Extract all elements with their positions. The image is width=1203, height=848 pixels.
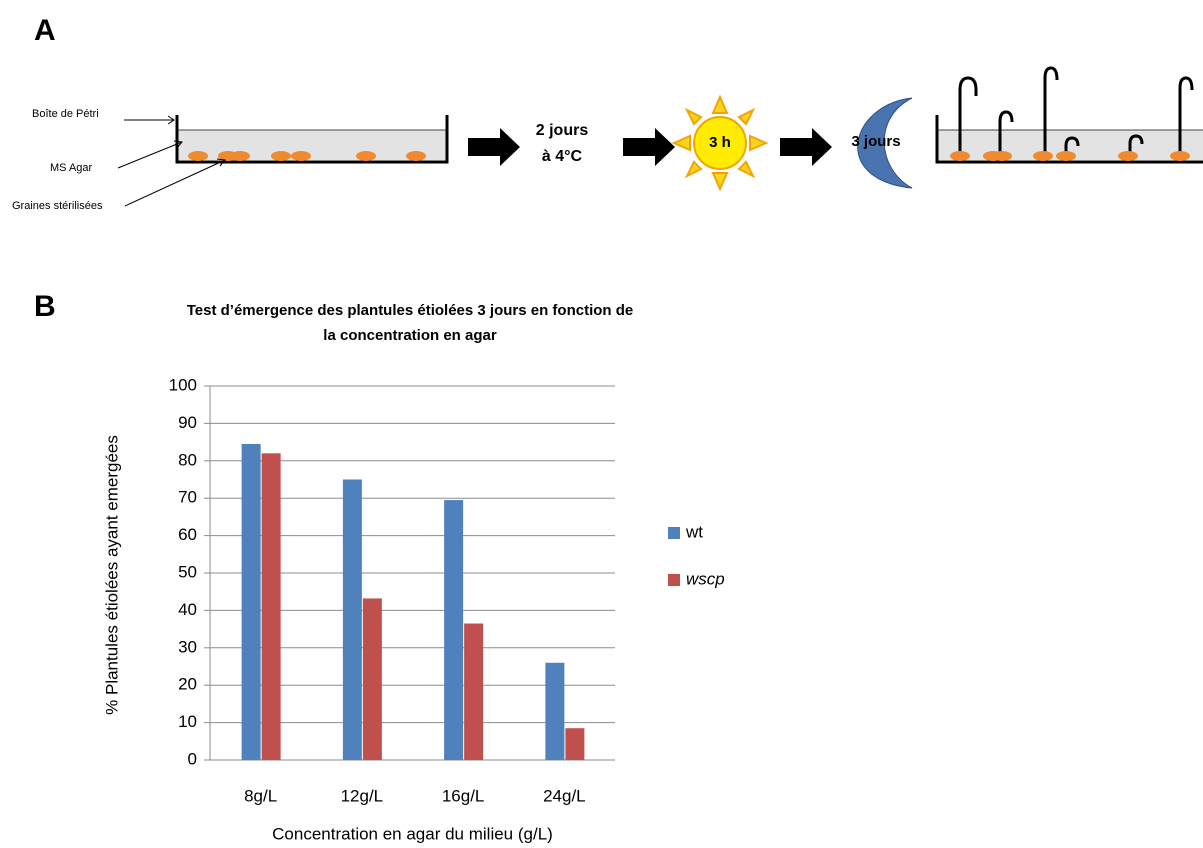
- x-tick-label: 24g/L: [543, 786, 586, 805]
- legend-label: wt: [685, 522, 703, 541]
- bar: [261, 453, 281, 760]
- bar: [342, 479, 362, 760]
- bar: [444, 500, 464, 760]
- arrows: [468, 128, 832, 166]
- moon: [857, 97, 913, 189]
- y-tick-label: 40: [178, 600, 197, 619]
- x-axis-label: Concentration en agar du milieu (g/L): [272, 824, 553, 843]
- step-text: 3 jours: [851, 133, 900, 150]
- bar: [362, 598, 382, 760]
- y-tick-label: 80: [178, 450, 197, 469]
- y-tick-label: 90: [178, 413, 197, 432]
- legend-label: wscp: [686, 569, 725, 588]
- chart-title: Test d’émergence des plantules étiolées …: [186, 302, 634, 344]
- y-tick-label: 100: [169, 375, 197, 394]
- step-text: 2 jours: [536, 122, 589, 139]
- dish-label: Graines stérilisées: [12, 200, 103, 212]
- panel-label: A: [34, 14, 56, 47]
- sun: [671, 94, 769, 192]
- y-tick-label: 0: [188, 749, 197, 768]
- y-tick-label: 10: [178, 712, 197, 731]
- y-tick-label: 60: [178, 525, 197, 544]
- dish-label: Boîte de Pétri: [32, 108, 99, 120]
- y-tick-label: 20: [178, 675, 197, 694]
- x-tick-label: 12g/L: [341, 786, 384, 805]
- panel-label: B: [34, 290, 56, 323]
- step-text: à 4°C: [542, 148, 583, 165]
- y-tick-label: 70: [178, 488, 197, 507]
- x-tick-label: 16g/L: [442, 786, 485, 805]
- x-tick-label: 8g/L: [244, 786, 277, 805]
- bar: [464, 623, 484, 760]
- y-tick-label: 30: [178, 637, 197, 656]
- dish-label: MS Agar: [50, 162, 93, 174]
- y-tick-label: 50: [178, 562, 197, 581]
- legend-swatch: [668, 574, 680, 586]
- step-text: 3 h: [709, 134, 731, 151]
- bar: [565, 728, 585, 760]
- bar: [545, 662, 565, 760]
- petri-dish: [117, 115, 449, 207]
- y-axis-label: % Plantules étiolées ayant emergées: [102, 435, 121, 715]
- chart: 0 10 20 30 40 50 60 70 80 90 100 8g/L 12g/L 16g/L 24g/…: [102, 375, 724, 843]
- bar: [241, 443, 261, 760]
- legend-swatch: [668, 527, 680, 539]
- petri-dish-seedlings: [935, 66, 1203, 164]
